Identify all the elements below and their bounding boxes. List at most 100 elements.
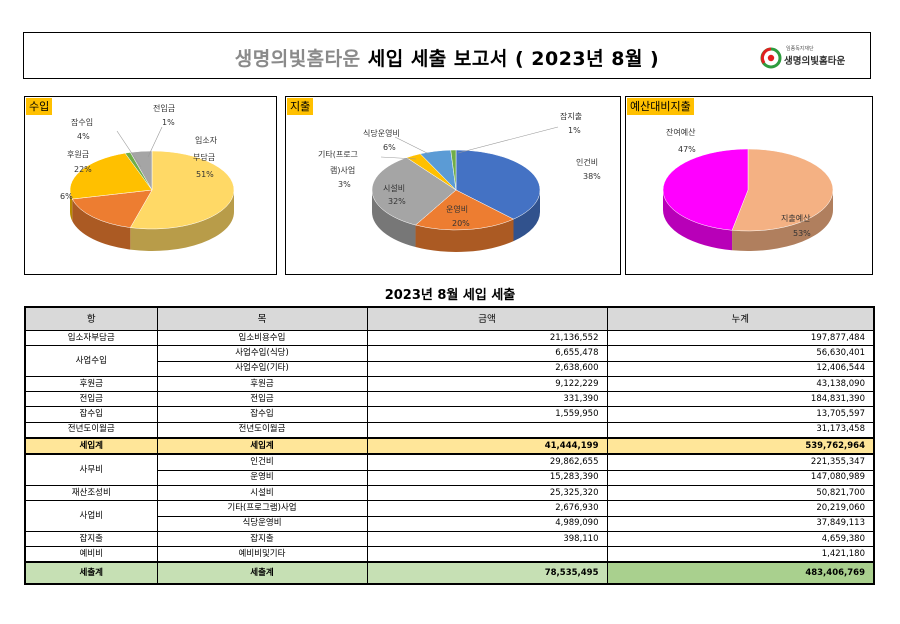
budget-slice-side-1 <box>663 190 733 251</box>
cell-hang: 예비비 <box>24 546 158 563</box>
income-slice-0 <box>129 150 235 230</box>
income-slice-2 <box>69 152 153 200</box>
table-row: 전입금 전입금 331,390 184,831,390 <box>24 391 875 408</box>
expense-label-3p: 3% <box>338 180 351 189</box>
cell-hang: 후원금 <box>24 375 158 393</box>
income-slice-side-0 <box>130 190 234 251</box>
expense-slice-0 <box>455 149 541 220</box>
table-row: 잡지출 잡지출 398,110 4,659,380 <box>24 530 875 548</box>
table-row: 입소자부담금 입소비용수입 21,136,552 197,877,484 <box>24 329 875 347</box>
budget-slice-0 <box>731 148 834 232</box>
cell-hang: 잡지출 <box>24 530 158 548</box>
cell-cumulative: 539,762,964 <box>606 437 875 456</box>
income-label-0b: 부담금 <box>193 152 215 162</box>
cell-mok: 사업수입(식당) <box>156 345 368 362</box>
budget-slice-side-0 <box>732 190 833 251</box>
cell-hang: 재산조성비 <box>24 484 158 502</box>
expense-slice-side-0 <box>513 190 540 242</box>
report-title: 생명의빛홈타운 세입 세출 보고서 ( 2023년 8월 ) <box>24 44 870 71</box>
org-logo: 임종독지재단 생명의빛홈타운 <box>760 44 852 70</box>
expense-label-1a: 운영비 <box>446 204 468 214</box>
table-row: 사업비 기타(프로그램)사업 2,676,930 20,219,060 <box>24 500 875 532</box>
cell-cumulative: 50,821,700 <box>606 484 875 502</box>
budget-label-0a: 지출예산 <box>781 213 811 223</box>
logo-icon <box>760 47 782 69</box>
cell-mok: 잡지출 <box>156 530 368 548</box>
table-row: 사무비 인건비 29,862,655 221,355,347 <box>24 453 875 486</box>
expense-label-3b: 램)사업 <box>330 165 355 175</box>
expense-slice-side-2 <box>372 190 416 248</box>
cell-amount: 25,325,320 <box>366 484 608 502</box>
expense-label-0p: 38% <box>583 172 601 181</box>
cell-amount: 6,655,478 <box>366 345 608 362</box>
budget-chart-panel: 지출예산 53% 잔여예산 47% 예산대비지출 <box>625 96 873 275</box>
cell-mok: 전입금 <box>156 391 368 408</box>
cell-mok: 사업수입(기타) <box>156 360 368 377</box>
expense-slice-side-1 <box>415 219 514 252</box>
cell-amount: 2,676,930 <box>366 500 608 517</box>
header-hang: 항 <box>24 306 158 331</box>
cell-hang: 세입계 <box>24 437 158 456</box>
cell-hang: 세출계 <box>24 561 158 586</box>
expense-panel-tag: 지출 <box>287 98 314 115</box>
table-row: 식당운영비 4,989,090 37,849,113 <box>25 515 875 532</box>
table-row: 사업수입(기타) 2,638,600 12,406,544 <box>25 360 875 377</box>
cell-amount: 41,444,199 <box>366 437 608 456</box>
cell-mok: 입소비용수입 <box>156 329 368 347</box>
table-header-row: 항 목 금액 누계 <box>24 306 875 331</box>
expense-slice-5 <box>450 149 457 191</box>
cell-mok: 후원금 <box>156 375 368 393</box>
income-label-4p: 4% <box>77 132 90 141</box>
header-mok: 목 <box>156 306 368 331</box>
cell-cumulative: 483,406,769 <box>606 561 875 586</box>
budget-label-1p: 47% <box>678 145 696 154</box>
income-label-3a: 전입금 <box>153 103 175 113</box>
table-row: 후원금 후원금 9,122,229 43,138,090 <box>24 375 875 393</box>
income-slice-side-2 <box>70 190 73 222</box>
cell-hang: 전년도이월금 <box>24 421 158 439</box>
table-row: 전년도이월금 전년도이월금 31,173,458 <box>24 421 875 439</box>
expense-label-5p: 1% <box>568 126 581 135</box>
cell-cumulative: 184,831,390 <box>606 391 875 408</box>
income-label-3p: 1% <box>162 118 175 127</box>
cell-cumulative: 147,080,989 <box>606 469 875 486</box>
table-row: 사업수입 사업수입(식당) 6,655,478 56,630,401 <box>24 345 875 377</box>
header-cumulative: 누계 <box>606 306 875 331</box>
cell-amount: 9,122,229 <box>366 375 608 393</box>
cell-hang: 잡수입 <box>24 406 158 423</box>
expense-label-2a: 시설비 <box>383 183 405 193</box>
income-label-0p: 51% <box>196 170 214 179</box>
expense-slice-2 <box>371 157 457 226</box>
cell-cumulative: 20,219,060 <box>606 500 875 517</box>
income-label-2a: 후원금 <box>67 150 89 159</box>
expense-label-2p: 32% <box>388 197 406 206</box>
cell-amount <box>366 546 608 563</box>
expense-total-row: 세출계 세출계 78,535,495 483,406,769 <box>24 561 875 586</box>
cell-cumulative: 221,355,347 <box>606 453 875 471</box>
expense-label-4a: 식당운영비 <box>363 128 400 138</box>
income-panel-tag: 수입 <box>26 98 53 115</box>
cell-mok: 세입계 <box>156 437 368 456</box>
income-slice-1 <box>71 189 153 228</box>
cell-mok: 식당운영비 <box>156 515 368 532</box>
cell-mok: 기타(프로그램)사업 <box>156 500 368 517</box>
income-slice-side-1 <box>72 199 131 250</box>
expense-slice-1 <box>415 189 515 231</box>
cell-cumulative: 37,849,113 <box>606 515 875 532</box>
expense-label-4p: 6% <box>383 143 396 152</box>
table-row: 재산조성비 시설비 25,325,320 50,821,700 <box>24 484 875 502</box>
cell-cumulative: 4,659,380 <box>606 530 875 548</box>
income-label-4a: 잡수입 <box>71 117 93 127</box>
cell-hang: 입소자부담금 <box>24 329 158 347</box>
cell-cumulative: 1,421,180 <box>606 546 875 563</box>
cell-amount: 29,862,655 <box>366 453 608 471</box>
income-chart-panel: 입소자 부담금 51% 6% 후원금 22% 전입금 1% 잡수입 4% 수입 <box>24 96 277 275</box>
cell-cumulative: 56,630,401 <box>606 345 875 362</box>
cell-mok: 예비비및기타 <box>156 546 368 563</box>
cell-amount <box>366 421 608 439</box>
expense-label-0a: 인건비 <box>576 157 598 167</box>
cell-amount: 4,989,090 <box>366 515 608 532</box>
cell-mok: 전년도이월금 <box>156 421 368 439</box>
income-total-row: 세입계 세입계 41,444,199 539,762,964 <box>24 437 875 456</box>
cell-amount: 1,559,950 <box>366 406 608 423</box>
